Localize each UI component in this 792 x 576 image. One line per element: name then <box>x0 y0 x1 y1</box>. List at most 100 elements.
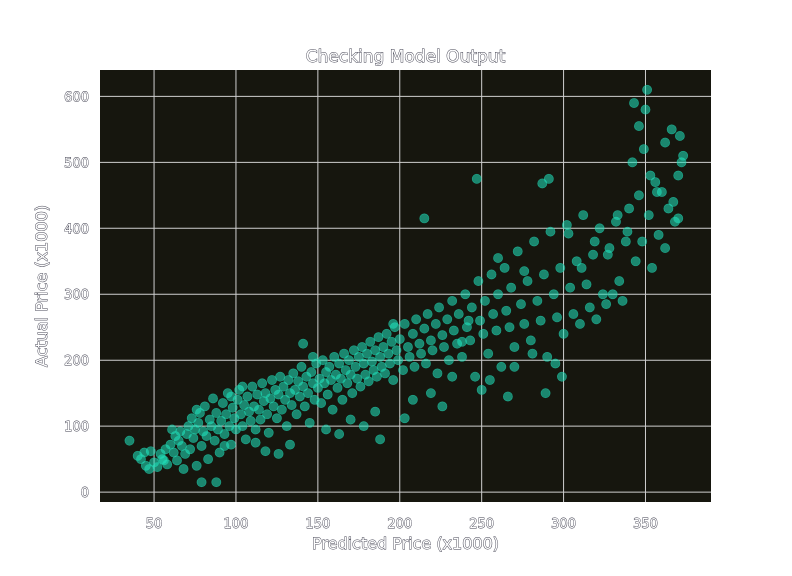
data-point <box>371 371 382 382</box>
data-point <box>673 170 684 181</box>
data-point <box>465 335 476 346</box>
data-point <box>344 355 354 366</box>
data-point <box>409 361 420 372</box>
data-point <box>235 409 246 420</box>
data-point <box>385 358 395 369</box>
data-point <box>347 388 358 399</box>
data-point <box>525 335 536 346</box>
chart-title: Checking Model Output <box>306 47 506 67</box>
data-point <box>317 355 328 366</box>
data-point <box>393 355 404 366</box>
data-point <box>298 381 309 392</box>
data-point <box>380 368 390 379</box>
data-point <box>407 328 418 339</box>
data-point <box>630 256 641 267</box>
x-tick-label: 50 <box>146 517 163 532</box>
data-point <box>399 413 410 424</box>
data-point <box>442 314 453 325</box>
data-point <box>167 424 177 435</box>
data-point <box>471 173 482 184</box>
data-point <box>519 266 530 277</box>
data-point <box>568 309 579 319</box>
data-point <box>304 417 315 428</box>
data-point <box>273 389 284 400</box>
data-point <box>444 355 454 366</box>
data-point <box>303 388 313 399</box>
data-point <box>660 243 671 253</box>
data-point <box>357 342 367 352</box>
data-point <box>565 282 576 293</box>
data-point <box>460 289 471 300</box>
data-point <box>365 336 376 347</box>
data-point <box>519 319 530 329</box>
data-point <box>545 226 556 237</box>
data-point <box>550 358 561 369</box>
data-point <box>501 305 512 316</box>
data-point <box>239 400 250 410</box>
y-axis-label: Actual Price (x1000) <box>32 205 51 367</box>
data-point <box>427 345 438 356</box>
data-point <box>255 414 266 425</box>
data-point <box>602 249 613 260</box>
data-point <box>280 394 291 405</box>
data-point <box>496 361 507 372</box>
data-point <box>321 424 331 435</box>
data-point <box>322 389 333 400</box>
data-point <box>247 381 258 392</box>
data-point <box>578 210 589 220</box>
data-point <box>466 302 477 313</box>
data-point <box>437 401 448 412</box>
data-point <box>373 332 384 343</box>
data-point <box>425 388 436 399</box>
data-point <box>430 319 441 329</box>
data-point <box>152 462 163 472</box>
data-point <box>475 315 485 326</box>
data-point <box>540 388 551 399</box>
data-point <box>607 289 618 300</box>
data-point <box>257 378 268 389</box>
data-point <box>532 295 543 306</box>
data-point <box>216 415 227 426</box>
data-point <box>509 342 520 352</box>
data-point <box>552 312 562 323</box>
data-points <box>124 84 689 488</box>
data-point <box>237 381 248 392</box>
data-point <box>668 197 679 207</box>
data-point <box>296 361 307 372</box>
x-tick-label: 300 <box>551 517 576 532</box>
data-point <box>172 455 182 466</box>
data-point <box>512 246 523 257</box>
data-point <box>548 289 559 300</box>
data-point <box>634 121 644 131</box>
data-point <box>588 249 598 260</box>
data-point <box>358 421 369 432</box>
data-point <box>499 262 510 273</box>
data-point <box>666 124 677 135</box>
data-point <box>250 424 261 435</box>
data-point <box>470 371 481 382</box>
data-point <box>652 187 662 197</box>
data-point <box>245 415 256 426</box>
data-point <box>278 381 289 392</box>
data-point <box>422 309 433 319</box>
data-point <box>575 319 585 329</box>
data-point <box>488 309 499 319</box>
data-point <box>576 262 587 273</box>
data-point <box>199 401 210 412</box>
data-point <box>355 381 366 392</box>
data-point <box>509 361 520 372</box>
data-point <box>563 228 574 239</box>
data-point <box>622 226 633 237</box>
x-tick-label: 200 <box>387 517 412 532</box>
data-point <box>542 352 553 362</box>
data-point <box>447 295 458 306</box>
data-point <box>367 356 377 367</box>
data-point <box>281 421 292 432</box>
data-point <box>584 302 595 313</box>
data-point <box>404 352 415 362</box>
data-point <box>650 177 661 188</box>
data-point <box>640 104 651 115</box>
data-point <box>673 213 684 224</box>
data-point <box>627 157 638 168</box>
